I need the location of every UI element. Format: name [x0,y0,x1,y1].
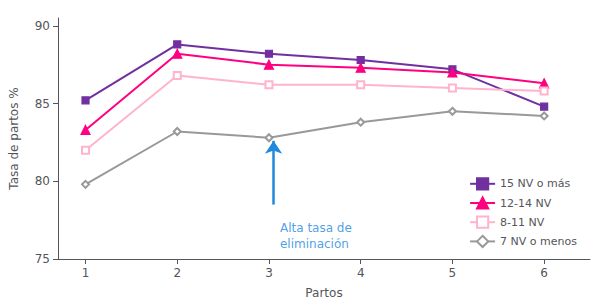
svg-text:5: 5 [449,266,457,280]
svg-text:3: 3 [265,266,273,280]
svg-text:Alta tasa de: Alta tasa de [280,221,352,235]
svg-text:4: 4 [357,266,365,280]
svg-text:12-14 NV: 12-14 NV [500,197,552,210]
svg-text:80: 80 [35,174,50,188]
svg-text:eliminación: eliminación [280,237,349,251]
svg-text:90: 90 [35,19,50,33]
svg-text:85: 85 [35,97,50,111]
svg-text:8-11 NV: 8-11 NV [500,216,545,229]
svg-text:6: 6 [540,266,548,280]
svg-text:15 NV o más: 15 NV o más [500,177,570,190]
svg-text:Tasa de partos %: Tasa de partos % [7,87,21,190]
svg-text:7 NV o menos: 7 NV o menos [500,235,577,248]
svg-text:75: 75 [35,252,50,266]
svg-text:Partos: Partos [305,286,342,300]
svg-text:2: 2 [173,266,181,280]
svg-text:1: 1 [82,266,90,280]
